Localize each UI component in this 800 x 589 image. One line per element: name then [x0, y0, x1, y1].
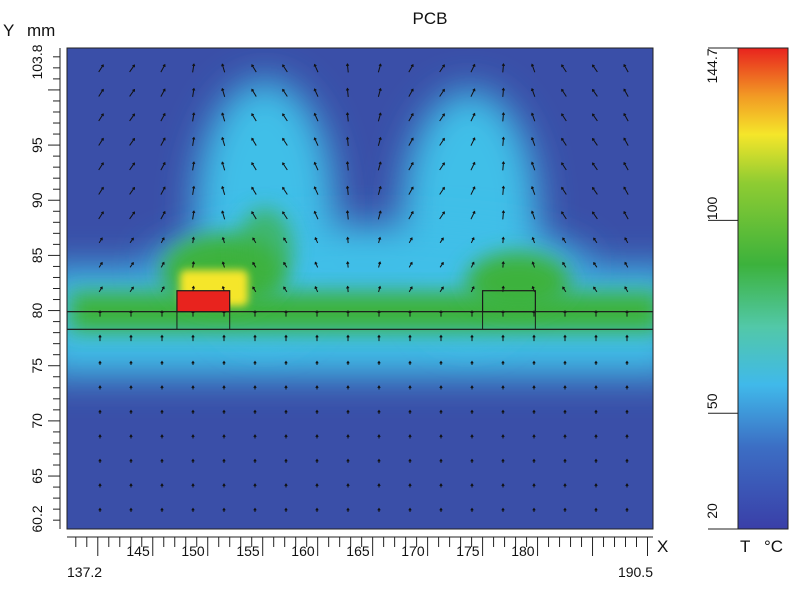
colorbar-tick-label: 100 — [704, 197, 720, 221]
colorbar-gradient — [738, 48, 788, 529]
x-tick-label: 160 — [291, 543, 315, 559]
y-tick-label: 90 — [29, 192, 45, 208]
y-end-label: 103.8 — [29, 44, 45, 79]
x-tick-label: 150 — [181, 543, 205, 559]
colorbar-label: T — [740, 537, 750, 556]
y-tick-label: 85 — [29, 247, 45, 263]
x-tick-label: 145 — [126, 543, 150, 559]
y-tick-label: 70 — [29, 413, 45, 429]
x-end-label: 137.2 — [67, 564, 102, 580]
y-tick-label: 75 — [29, 358, 45, 374]
colorbar-tick-label: 50 — [704, 393, 720, 409]
y-axis-label: Y — [3, 21, 14, 40]
x-axis-label: X — [657, 537, 668, 556]
heatmap-plot-area — [40, 48, 680, 529]
colorbar-unit: °C — [764, 537, 783, 556]
colorbar-tick-label: 20 — [704, 503, 720, 519]
y-tick-label: 65 — [29, 468, 45, 484]
chart-title: PCB — [413, 9, 448, 28]
x-tick-label: 155 — [236, 543, 260, 559]
y-tick-label: 80 — [29, 303, 45, 319]
x-end-label: 190.5 — [618, 564, 653, 580]
x-axis: 145 150 155 160 165 170 175 180 137.2 190.5 — [67, 537, 653, 580]
x-tick-label: 180 — [511, 543, 535, 559]
x-tick-label: 165 — [346, 543, 370, 559]
component-1 — [177, 291, 230, 312]
y-tick-label: 95 — [29, 137, 45, 153]
y-axis: 65 70 75 80 85 90 95 60.2 103.8 — [29, 44, 60, 532]
colorbar: T °C 20 50 100 144.7 — [704, 48, 788, 556]
y-end-label: 60.2 — [29, 505, 45, 532]
x-tick-label: 170 — [401, 543, 425, 559]
y-axis-unit: mm — [27, 21, 55, 40]
x-tick-label: 175 — [456, 543, 480, 559]
component-2 — [483, 291, 536, 312]
colorbar-tick-label: 144.7 — [704, 48, 720, 83]
